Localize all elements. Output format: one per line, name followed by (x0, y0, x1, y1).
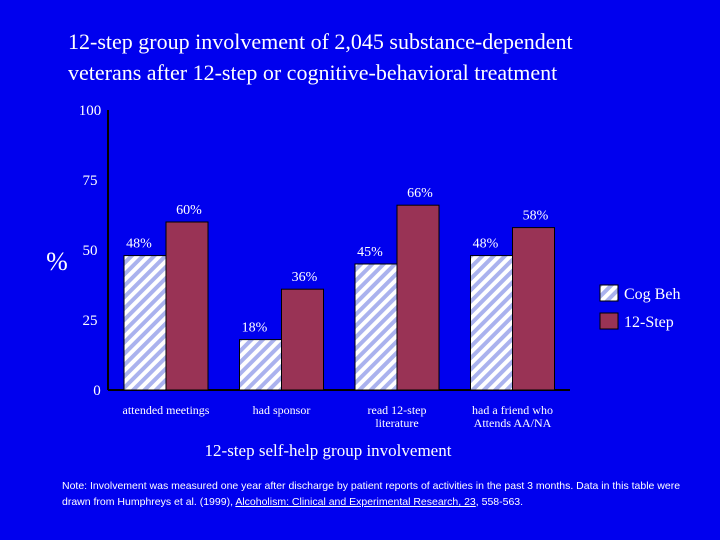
x-axis-label: 12-step self-help group involvement (205, 441, 452, 460)
bar-cog-beh (123, 255, 167, 391)
data-label: 58% (523, 209, 549, 224)
data-label: 60% (176, 203, 202, 218)
data-label: 36% (292, 270, 318, 285)
y-tick-label: 50 (83, 243, 98, 259)
x-tick-label-line-2: literature (375, 416, 418, 430)
bar-cog-beh (470, 255, 513, 391)
y-tick-label: 75 (83, 173, 98, 189)
title-line-1: 12-step group involvement of 2,045 subst… (68, 29, 573, 54)
footnote-pages: , 558-563. (475, 496, 524, 508)
legend-swatch-cog-beh (599, 284, 619, 302)
bar-12-step (396, 204, 440, 391)
footnote-journal: Alcoholism: Clinical and Experimental Re… (235, 496, 476, 508)
data-label: 66% (407, 186, 433, 201)
data-label: 48% (473, 237, 499, 252)
footnote: Note: Involvement was measured one year … (62, 478, 682, 510)
legend-label: 12-Step (624, 314, 674, 331)
legend-label: Cog Beh (624, 286, 680, 303)
data-label: 18% (242, 321, 268, 336)
chart-title: 12-step group involvement of 2,045 subst… (68, 26, 688, 88)
x-tick-label: had sponsor (253, 403, 311, 417)
x-tick-label: attended meetings (123, 403, 210, 417)
bar-12-step (512, 227, 555, 391)
y-tick-label: 100 (79, 103, 102, 119)
x-tick-label: had a friend who (472, 403, 553, 417)
legend-swatch-12-step (599, 312, 619, 330)
y-tick-label: 0 (93, 383, 101, 399)
data-label: 45% (357, 245, 383, 260)
y-tick-label: 25 (83, 313, 98, 329)
bar-12-step (165, 221, 209, 391)
bar-cog-beh (239, 339, 282, 391)
x-tick-label-line-2: Attends AA/NA (474, 416, 552, 430)
y-axis-label: % (46, 247, 68, 276)
footnote-text: Note: Involvement was measured one year … (62, 480, 681, 508)
x-tick-label: read 12-step (368, 403, 427, 417)
title-line-2: veterans after 12-step or cognitive-beha… (68, 60, 558, 85)
bar-cog-beh (354, 263, 398, 391)
data-label: 48% (126, 237, 152, 252)
bar-12-step (281, 288, 324, 391)
